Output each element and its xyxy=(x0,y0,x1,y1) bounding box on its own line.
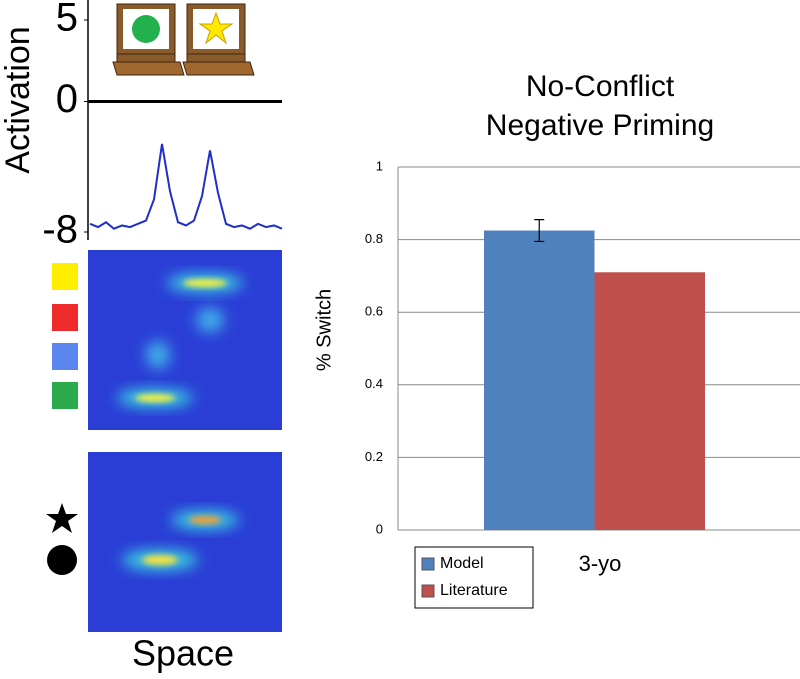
feature-keys xyxy=(46,263,78,575)
heatmap-space xyxy=(88,452,282,632)
heatmap-features xyxy=(88,250,282,430)
y-tick-label: -8 xyxy=(42,208,78,252)
y-tick-label: 0 xyxy=(56,77,78,121)
chart-title: Negative Priming xyxy=(486,109,714,142)
y-tick-label: 0.2 xyxy=(365,449,383,464)
x-axis-label: Space xyxy=(132,633,234,674)
chart-title: No-Conflict xyxy=(526,70,675,103)
x-tick-label: 3-yo xyxy=(579,551,622,576)
bar xyxy=(594,272,705,530)
computer-icons xyxy=(112,3,255,76)
activation-line xyxy=(89,143,283,230)
bar xyxy=(484,230,595,530)
y-axis-label: % Switch xyxy=(313,289,335,371)
legend-label: Model xyxy=(440,555,484,572)
legend-box xyxy=(414,546,534,609)
y-tick-label: 0 xyxy=(376,521,383,536)
legend-swatch xyxy=(421,557,435,571)
legend-swatch xyxy=(421,584,435,598)
y-tick-label: 1 xyxy=(376,158,383,173)
y-tick-label: 5 xyxy=(56,0,78,40)
y-axis-label: Activation xyxy=(0,26,37,173)
y-tick-label: 0.8 xyxy=(365,231,383,246)
legend-label: Literature xyxy=(440,582,508,599)
error-bar xyxy=(534,219,545,243)
y-tick-label: 0.4 xyxy=(365,376,383,391)
y-tick-label: 0.6 xyxy=(365,304,383,319)
